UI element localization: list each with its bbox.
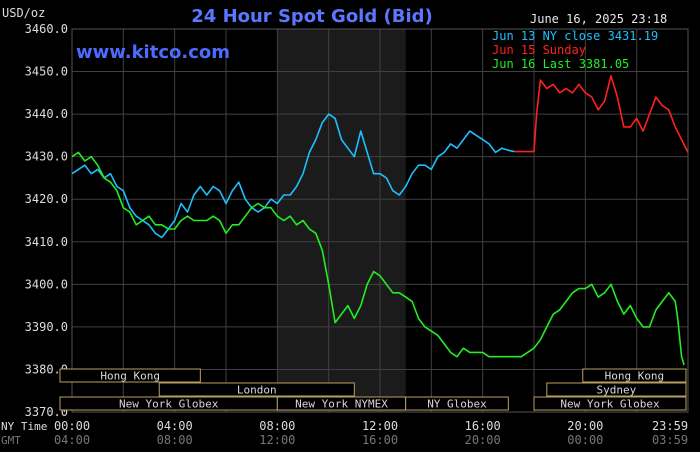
- x-tick-label-gmt: 04:00: [54, 433, 90, 447]
- grid-lines: [71, 28, 689, 413]
- x-tick-label-gmt: 16:00: [362, 433, 398, 447]
- session-label: Hong Kong: [100, 370, 160, 383]
- session-label: New York NYMEX: [295, 398, 388, 411]
- x-tick-label-gmt: 00:00: [567, 433, 603, 447]
- series-lines: [71, 75, 689, 366]
- session-bar: [533, 396, 687, 411]
- x-tick-label-gmt: 08:00: [157, 433, 193, 447]
- y-tick-label: 3450.0: [25, 65, 68, 79]
- timestamp: June 16, 2025 23:18: [530, 12, 667, 26]
- session-label: Hong Kong: [605, 370, 665, 383]
- x-tick-label-gmt: 03:59: [652, 433, 688, 447]
- chart-title: 24 Hour Spot Gold (Bid): [191, 6, 432, 27]
- x-tick-label-ny: 08:00: [259, 419, 295, 433]
- ny-time-axis-title: NY Time: [1, 420, 47, 433]
- series-line: [71, 151, 685, 366]
- session-label: New York Globex: [119, 398, 219, 411]
- x-tick-label-gmt: 12:00: [259, 433, 295, 447]
- x-tick-label-ny: 04:00: [157, 419, 193, 433]
- x-axis-ticks: 00:00 04:00 08:00 12:00 16:00 20:00 23:5904:00…: [54, 419, 688, 447]
- x-tick-label-ny: 16:00: [465, 419, 501, 433]
- y-tick-label: 3420.0: [25, 192, 68, 206]
- y-tick-label: 3440.0: [25, 107, 68, 121]
- y-tick-label: 3380.0: [25, 362, 68, 376]
- series-line: [71, 113, 515, 239]
- session-label: Sydney: [597, 384, 637, 397]
- watermark: www.kitco.com: [76, 42, 230, 63]
- y-tick-label: 3370.0: [25, 405, 68, 419]
- legend-item: Jun 13 NY close 3431.19: [492, 29, 658, 43]
- session-label: NY Globex: [427, 398, 487, 411]
- plot-border: [71, 28, 689, 413]
- y-tick-label: 3430.0: [25, 150, 68, 164]
- x-tick-label-ny: 23:59: [652, 419, 688, 433]
- session-bar: [405, 396, 509, 411]
- y-tick-label: 3390.0: [25, 320, 68, 334]
- y-tick-label: 3410.0: [25, 235, 68, 249]
- session-label: New York Globex: [560, 398, 660, 411]
- series-line: [514, 75, 689, 153]
- x-tick-label-ny: 12:00: [362, 419, 398, 433]
- x-tick-label-ny: 20:00: [567, 419, 603, 433]
- unit-label: USD/oz: [2, 6, 45, 20]
- session-label: London: [237, 384, 277, 397]
- legend-item: Jun 16 Last 3381.05: [492, 57, 629, 71]
- gmt-axis-title: GMT: [1, 434, 21, 447]
- legend: Jun 13 NY close 3431.19 Jun 15 Sunday Ju…: [492, 29, 658, 71]
- legend-item: Jun 15 Sunday: [492, 43, 586, 57]
- y-axis-ticks: 3460.0 3450.0 3440.0 3430.0 3420.0 3410.0 3400…: [25, 22, 68, 419]
- session-bar: [582, 368, 687, 383]
- nymex-shaded-region: [277, 29, 406, 412]
- x-tick-label-ny: 00:00: [54, 419, 90, 433]
- x-tick-label-gmt: 20:00: [465, 433, 501, 447]
- session-bar: [546, 382, 687, 397]
- y-tick-label: 3400.0: [25, 277, 68, 291]
- session-bar: [59, 368, 201, 383]
- session-bar: [158, 382, 355, 397]
- y-tick-label: 3460.0: [25, 22, 68, 36]
